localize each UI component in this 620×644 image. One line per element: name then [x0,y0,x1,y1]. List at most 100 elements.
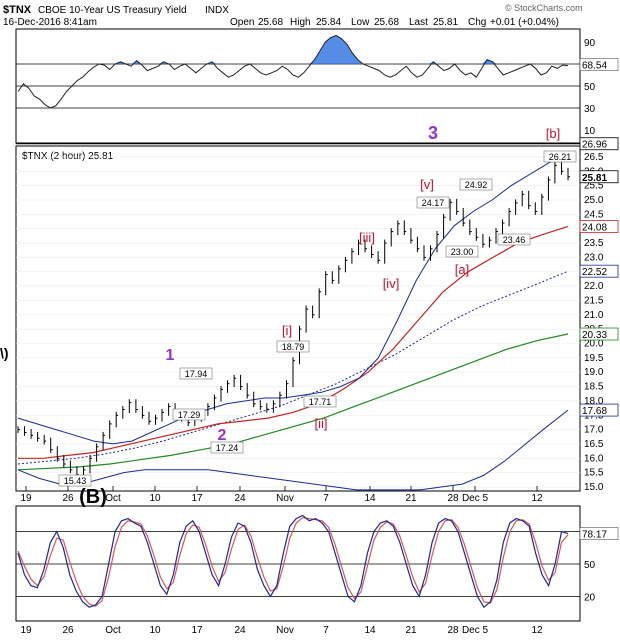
price-tick: 21.5 [584,295,604,306]
stoch-x-tick: 26 [62,625,74,636]
open-value: 25.68 [258,17,283,28]
brand-watermark: © StockCharts.com [505,3,583,13]
wave-label: [v] [420,177,434,192]
price-point-box [303,395,337,408]
price-tick: 20.0 [584,339,604,350]
price-tick: 16.0 [584,453,604,464]
price-point-box [445,245,479,258]
price-tick: 19.5 [584,353,604,364]
price-tick: 19.0 [584,367,604,378]
low-value: 25.68 [374,17,399,28]
rsi-tick: 50 [584,82,596,93]
price-point-label: 23.00 [451,247,474,257]
sma-red-line [18,225,569,459]
price-point-label: 17.94 [185,369,208,379]
price-point-label: 17.71 [309,397,332,407]
price-x-tick: 26 [62,493,74,504]
stochastic-panel [15,505,581,622]
wave-label: [iv] [383,276,400,291]
stoch-x-tick: 12 [531,625,543,636]
price-tick: 24.5 [584,209,604,220]
price-point-label: 24.17 [422,198,445,208]
stoch-x-tick: 24 [234,625,246,636]
rsi-tick: 10 [584,126,596,137]
stoch-x-tick: 28 [447,625,459,636]
price-x-tick: 19 [20,493,32,504]
price-point-box [459,178,493,191]
rsi-tick: 30 [584,104,596,115]
chg-value: +0.01 (+0.04%) [490,17,559,28]
price-value-label: 20.33 [582,330,607,341]
wave-label: [iii] [359,230,375,245]
stoch-x-tick: 19 [20,625,32,636]
price-x-tick: Nov [276,493,294,504]
price-point-box [179,367,213,380]
stoch-x-tick: 21 [405,625,417,636]
stoch-last-box [579,527,619,540]
price-value-label: 25.81 [582,173,607,184]
price-tick: 18.5 [584,382,604,393]
price-tick: 15.5 [584,468,604,479]
stoch-k-line [17,514,569,609]
lower-band-line [17,409,569,491]
price-value-box [579,137,619,151]
high-label: High [290,17,311,28]
wave-label: 3 [428,123,438,143]
price-value-label: 26.96 [582,140,607,151]
upper-band-line [17,155,569,445]
price-tick: 22.0 [584,281,604,292]
stoch-tick: 20 [584,592,596,603]
price-value-box [579,403,619,417]
wave-label: [i] [282,323,292,338]
stoch-x-tick: 17 [191,625,203,636]
rsi-line [17,34,569,109]
price-panel [15,145,581,492]
price-value-box [579,220,619,233]
price-point-box [276,340,310,353]
price-tick: 23.0 [584,252,604,263]
price-value-label: 24.08 [582,222,607,233]
price-tick: 16.5 [584,439,604,450]
price-x-tick: 24 [234,493,246,504]
price-x-tick: 12 [531,493,543,504]
stoch-x-tick: Dec 5 [462,625,489,636]
header-symbol: $TNX [3,4,32,16]
high-value: 25.84 [316,17,341,28]
wave-label: [a] [455,262,469,277]
price-point-label: 23.46 [503,235,526,245]
price-tick: 15.0 [584,482,604,493]
header-datetime: 16-Dec-2016 8:41am [3,17,97,28]
rsi-tick: 90 [584,38,596,49]
price-point-label: 15.43 [64,476,87,486]
stoch-x-tick: Oct [105,625,121,636]
sma-dotted-line [17,270,569,465]
price-x-tick: 14 [364,493,376,504]
price-point-box [210,441,244,454]
price-value-label: 22.52 [582,267,607,278]
price-x-tick: 28 [447,493,459,504]
stoch-last-value: 78.17 [582,530,607,541]
stoch-x-tick: Nov [276,625,294,636]
price-x-tick: 21 [405,493,417,504]
chg-label: Chg [468,17,486,28]
open-label: Open [230,17,254,28]
price-value-label: 17.68 [582,406,607,417]
header-name: CBOE 10-Year US Treasury Yield [38,5,187,16]
price-point-label: 24.92 [465,180,488,190]
header-exchange: INDX [205,5,229,16]
price-x-tick: 17 [191,493,203,504]
price-tick: 21.0 [584,310,604,321]
price-point-box [497,233,531,246]
price-tick: 23.5 [584,238,604,249]
stoch-tick: 50 [584,560,596,571]
price-tick: 25.5 [584,181,604,192]
price-value-box [579,264,619,278]
price-x-tick: Dec 5 [462,493,489,504]
price-legend: $TNX (2 hour) 25.81 [22,151,114,162]
stoch-x-tick: 7 [323,625,329,636]
price-tick: 26.5 [584,152,604,163]
price-value-box [579,327,619,341]
price-value-box [579,170,619,184]
sma-green-line [17,333,569,471]
wave-label: [ii] [315,416,328,431]
